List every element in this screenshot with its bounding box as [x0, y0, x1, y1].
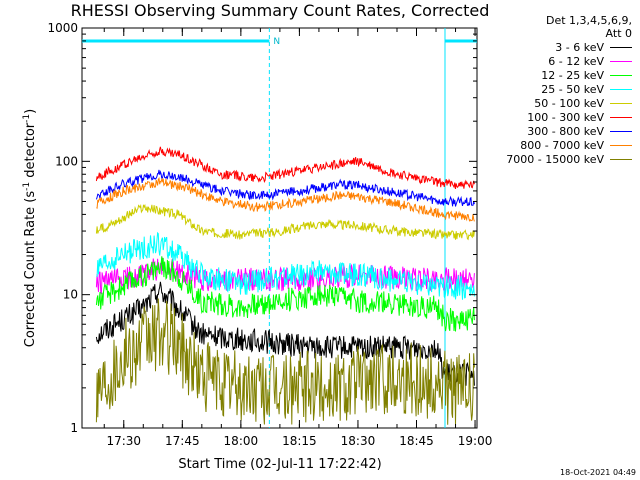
- legend-entry: 12 - 25 keV: [462, 68, 632, 82]
- x-axis-label: Start Time (02-Jul-11 17:22:42): [178, 457, 381, 472]
- y-tick-label: 1000: [47, 21, 78, 35]
- y-tick-label: 1: [70, 421, 78, 435]
- legend-entry: 800 - 7000 keV: [462, 138, 632, 152]
- x-tick-label: 18:15: [282, 434, 317, 448]
- y-tick-label: 100: [55, 154, 78, 168]
- x-tick-label: 18:30: [341, 434, 376, 448]
- legend-entry: 3 - 6 keV: [462, 40, 632, 54]
- legend-label: 100 - 300 keV: [527, 110, 604, 124]
- legend-swatch: [610, 158, 632, 160]
- series-line: [95, 146, 475, 189]
- series-line: [95, 203, 475, 241]
- y-axis-label: Corrected Count Rate (s-1 detector-1): [22, 109, 38, 347]
- series-line: [95, 169, 475, 207]
- legend-label: 300 - 800 keV: [527, 124, 604, 138]
- y-axis: 1 10 100 1000: [47, 21, 477, 435]
- legend-swatch: [610, 130, 632, 132]
- legend-swatch: [610, 102, 632, 104]
- legend-entry: 50 - 100 keV: [462, 96, 632, 110]
- x-tick-label: 17:45: [165, 434, 200, 448]
- legend-swatch: [610, 74, 632, 76]
- legend-entry: 100 - 300 keV: [462, 110, 632, 124]
- legend-label: 12 - 25 keV: [541, 68, 604, 82]
- x-tick-label: 18:00: [224, 434, 259, 448]
- legend-label: 800 - 7000 keV: [520, 138, 604, 152]
- legend-swatch: [610, 144, 632, 146]
- legend-swatch: [610, 60, 632, 62]
- legend-label: 6 - 12 keV: [548, 54, 604, 68]
- legend-label: 7000 - 15000 keV: [506, 152, 604, 166]
- night-flags: N: [82, 28, 477, 428]
- legend-label: 3 - 6 keV: [555, 40, 604, 54]
- series-line: [96, 231, 475, 300]
- footer-stamp: 18-Oct-2021 04:49: [560, 468, 636, 477]
- legend-entry: 7000 - 15000 keV: [462, 152, 632, 166]
- series-line: [95, 298, 475, 425]
- legend-entry: 300 - 800 keV: [462, 124, 632, 138]
- legend-swatch: [610, 88, 632, 90]
- legend-label: 50 - 100 keV: [534, 96, 604, 110]
- series-line: [96, 176, 475, 222]
- x-tick-label: 18:45: [399, 434, 434, 448]
- x-tick-label: 17:30: [106, 434, 141, 448]
- night-flag-label: N: [273, 37, 280, 47]
- series-line: [95, 256, 475, 332]
- y-tick-label: 10: [63, 288, 78, 302]
- legend-rows: 3 - 6 keV 6 - 12 keV 12 - 25 keV 25 - 50 ke…: [462, 40, 632, 166]
- legend-header-line-1: Det 1,3,4,5,6,9,: [545, 14, 632, 27]
- x-axis: 17:30 17:45 18:00 18:15 18:30 18:45 19:00: [103, 28, 493, 448]
- chart-title: RHESSI Observing Summary Count Rates, Co…: [71, 1, 490, 20]
- x-tick-label: 19:00: [458, 434, 493, 448]
- legend-label: 25 - 50 keV: [541, 82, 604, 96]
- series-layer: [95, 146, 475, 425]
- legend-header-line-2: Att 0: [605, 27, 632, 40]
- legend-swatch: [610, 46, 632, 48]
- legend-entry: 6 - 12 keV: [462, 54, 632, 68]
- legend-entry: 25 - 50 keV: [462, 82, 632, 96]
- legend-swatch: [610, 116, 632, 118]
- legend: Det 1,3,4,5,6,9, Att 0 3 - 6 keV 6 - 12 k…: [462, 14, 632, 166]
